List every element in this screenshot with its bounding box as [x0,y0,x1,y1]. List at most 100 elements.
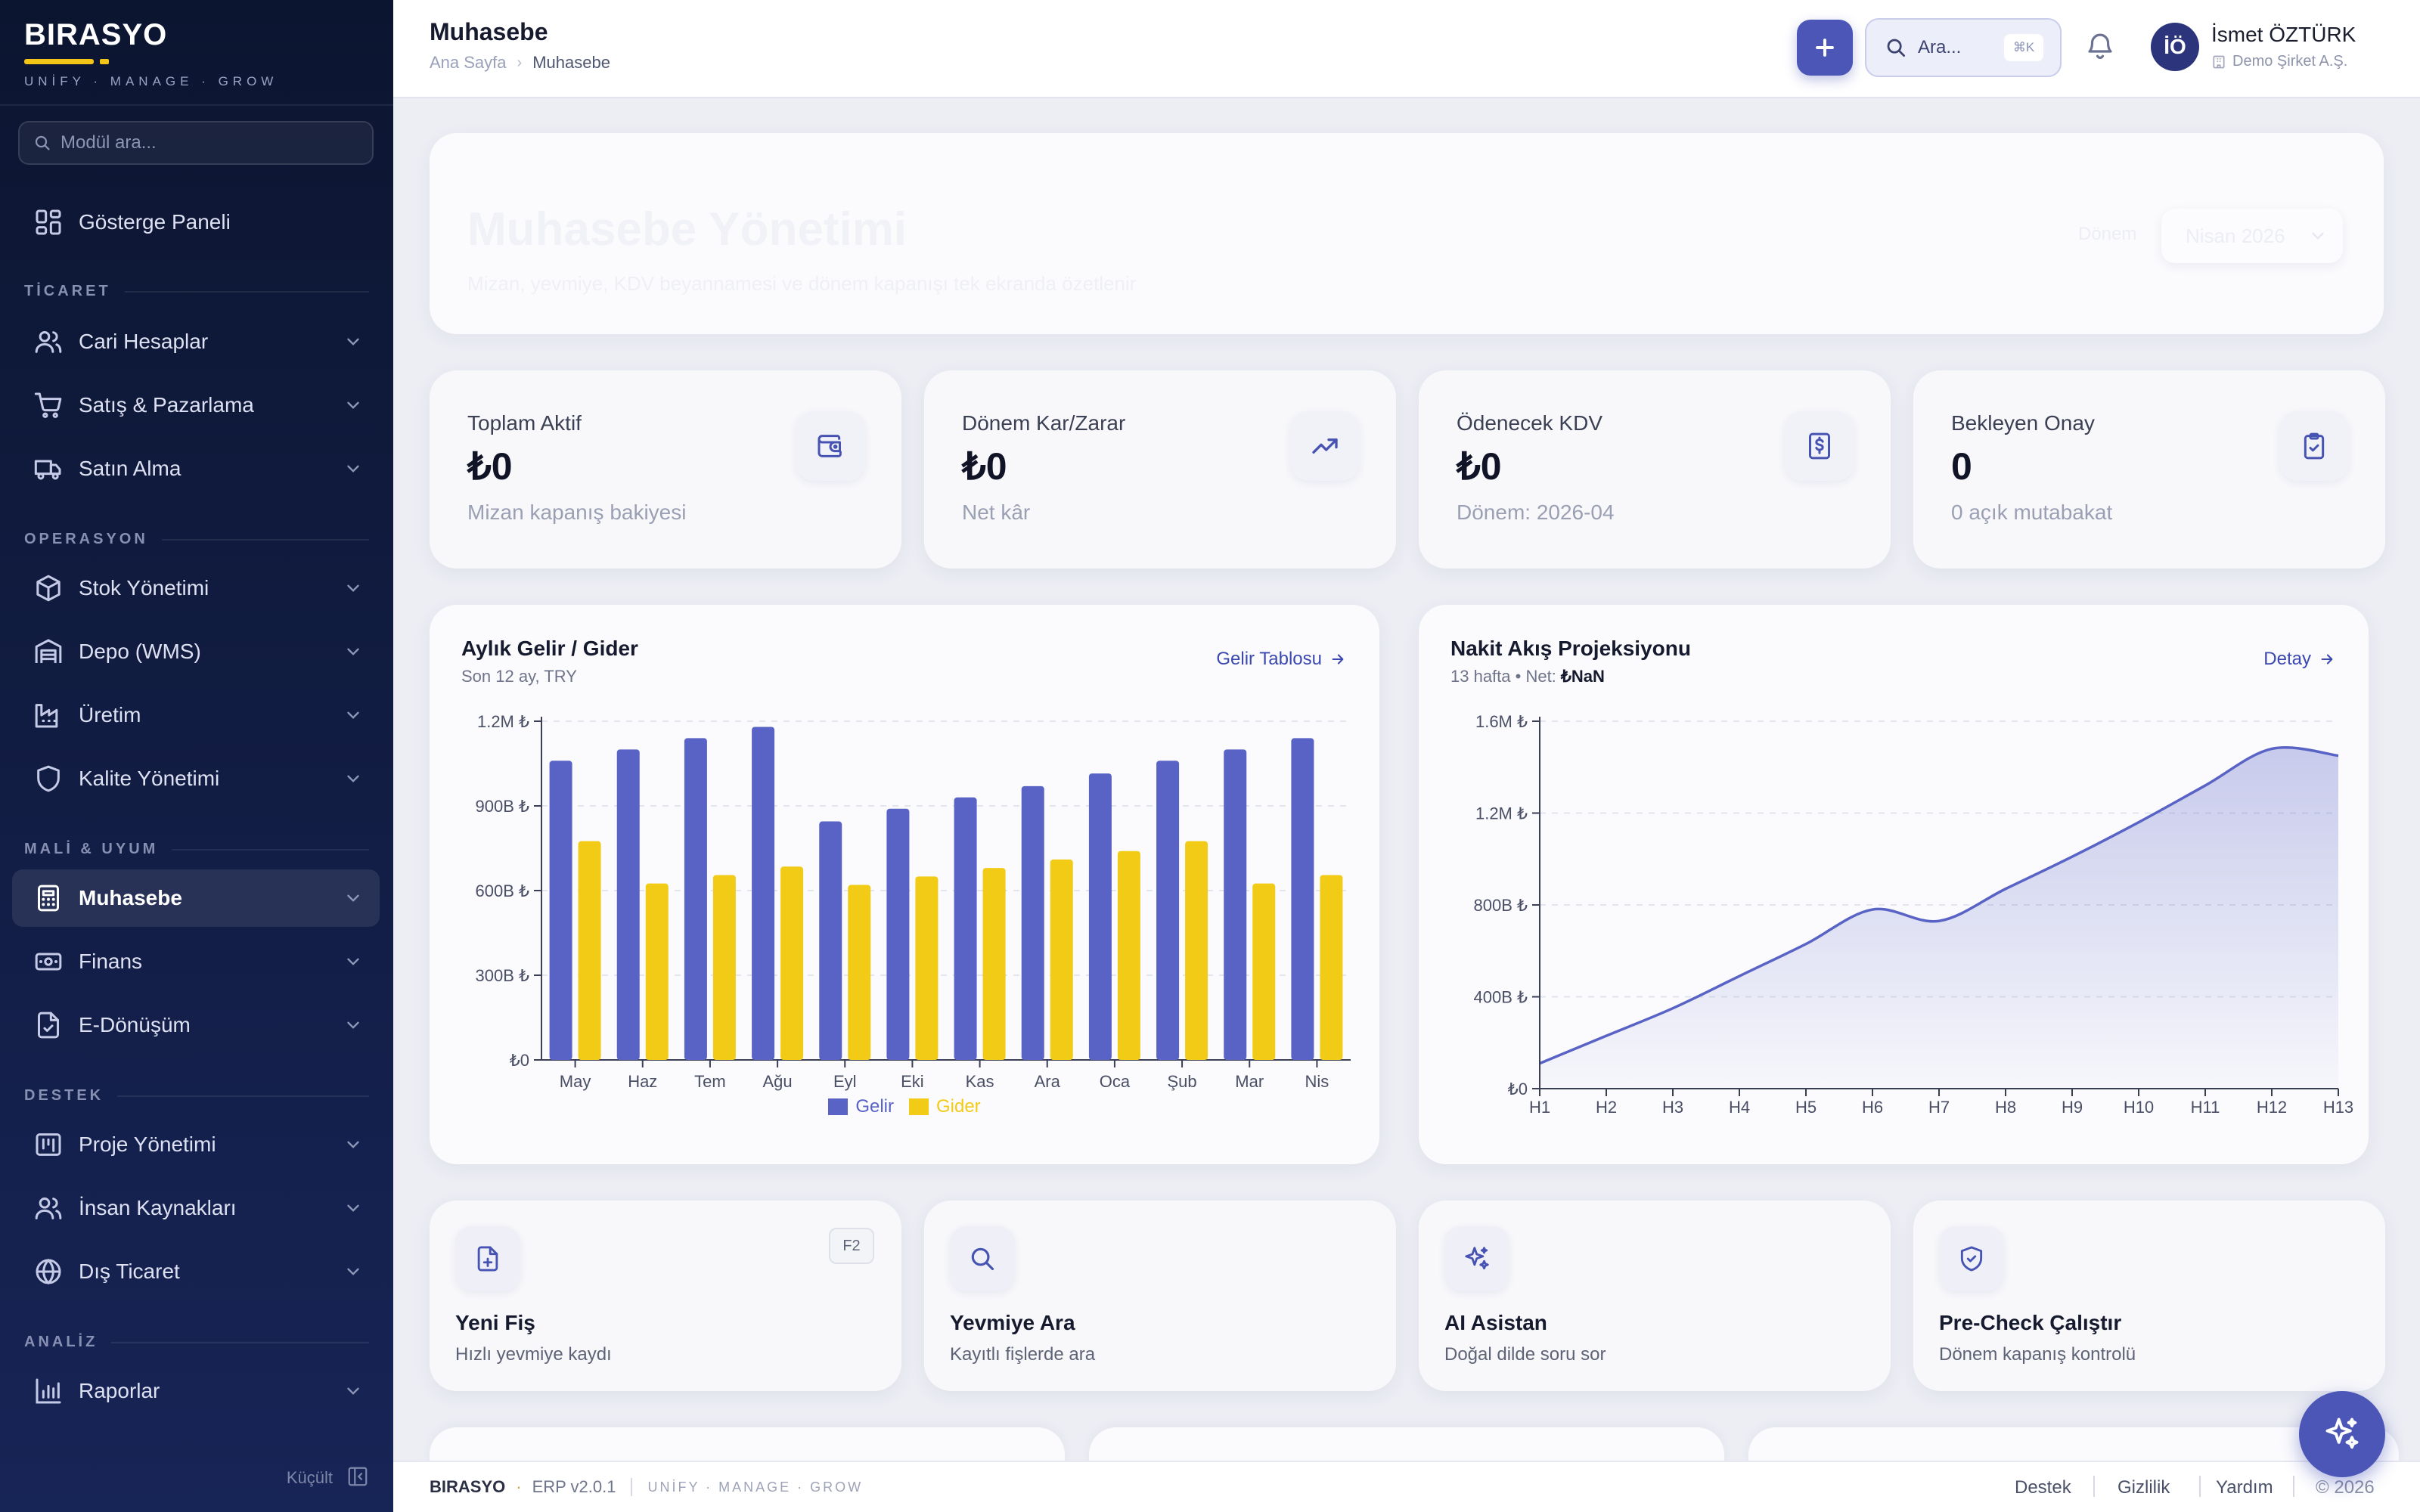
footer-brand: BIRASYO [430,1477,506,1496]
sidebar-divider [0,104,393,106]
chevron-down-icon [347,1268,359,1275]
sidebar-item-kalite-yonetimi[interactable]: Kalite Yönetimi [12,750,380,807]
ai-assistant-fab[interactable] [2299,1391,2385,1477]
x-tick-label: H5 [1795,1098,1817,1117]
module-hero-banner: Muhasebe Yönetimi Mizan, yevmiye, KDV be… [430,133,2384,334]
legend-item-gider[interactable]: Gider [908,1096,981,1117]
global-search-button[interactable]: Ara... ⌘K [1865,18,2062,77]
sidebar-item-finans[interactable]: Finans [12,933,380,990]
y-tick-label: 1.2M ₺ [477,712,529,731]
bar-gider [982,868,1006,1060]
income-statement-link[interactable]: Gelir Tablosu [1216,649,1346,670]
section-destek: DESTEK [24,1087,369,1105]
module-search-placeholder: Modül ara... [60,132,157,153]
chart-subtitle-text: 13 hafta • Net: [1450,667,1556,686]
legend-item-gelir[interactable]: Gelir [828,1096,894,1117]
shield-icon [37,765,60,792]
x-tick-label: H11 [2191,1098,2220,1117]
kpi-card-donem-kar-zarar[interactable]: Dönem Kar/Zarar ₺0 Net kâr [924,370,1396,569]
brand-logo[interactable]: BIRASYO UNİFY · MANAGE · GROW [24,18,273,88]
arrow-right-icon [2321,654,2333,665]
wallet-icon [818,435,842,457]
legend-swatch [828,1098,849,1115]
action-icon-badge [1939,1226,2004,1291]
y-tick-label: 300B ₺ [476,966,530,985]
bar-gider [1185,841,1208,1060]
legend-swatch [908,1098,929,1115]
chart-subtitle: 13 hafta • Net: ₺NaN [1450,667,1605,686]
chevron-down-icon [347,648,359,655]
sidebar-item-raporlar[interactable]: Raporlar [12,1362,380,1420]
user-avatar[interactable]: İÖ [2151,23,2199,71]
action-journal-search[interactable]: Yevmiye Ara Kayıtlı fişlerde ara [924,1201,1396,1391]
chevron-down-icon [347,401,359,409]
sidebar-item-uretim[interactable]: Üretim [12,686,380,744]
period-select[interactable]: Nisan 2026 [2161,209,2343,263]
cart-icon [34,392,62,419]
page-title: Muhasebe [430,18,548,45]
action-title: AI Asistan [1444,1311,1547,1334]
x-tick-label: Oca [1100,1072,1131,1091]
x-tick-label: Eki [901,1072,924,1091]
cashflow-detail-link[interactable]: Detay [2263,649,2335,670]
collapse-label[interactable]: Küçült [286,1468,333,1487]
breadcrumb-home[interactable]: Ana Sayfa [430,53,507,72]
kpi-icon-badge [1785,411,1854,481]
footer-tagline: UNİFY · MANAGE · GROW [647,1479,864,1495]
kpi-card-bekleyen-onay[interactable]: Bekleyen Onay 0 0 açık mutabakat [1913,370,2385,569]
sidebar-item-insan-kaynaklari[interactable]: İnsan Kaynakları [12,1179,380,1237]
action-new-voucher[interactable]: F2 Yeni Fiş Hızlı yevmiye kaydı [430,1201,901,1391]
sidebar-footer: Küçült [0,1436,393,1512]
x-tick-label: H12 [2257,1098,2287,1117]
notifications-bell-icon[interactable] [2084,30,2116,62]
action-pre-check[interactable]: Pre-Check Çalıştır Dönem kapanış kontrol… [1913,1201,2385,1391]
kpi-label: Dönem Kar/Zarar [962,411,1126,435]
period-select-value: Nisan 2026 [2186,224,2285,247]
x-tick-label: H8 [1995,1098,2016,1117]
sidebar-item-muhasebe[interactable]: Muhasebe [12,869,380,927]
chart-legend: Gelir Gider [430,1096,1379,1117]
x-tick-label: H9 [2062,1098,2083,1117]
income-expense-bar-chart: ₺0 300B ₺ 600B ₺ 900B ₺ 1.2M ₺ May Haz Tem Ağu Ey… [476,712,1351,1091]
search-icon [35,135,50,150]
kpi-icon-badge [2279,411,2349,481]
chevron-down-icon [347,1387,359,1395]
bar-gelir [752,727,775,1060]
bar-gider [645,883,669,1060]
kpi-card-odenecek-kdv[interactable]: Ödenecek KDV ₺0 Dönem: 2026-04 [1419,370,1891,569]
chevron-down-icon [347,1021,359,1029]
x-tick-label: H6 [1862,1098,1883,1117]
warehouse-icon [35,639,62,663]
user-name[interactable]: İsmet ÖZTÜRK [2211,23,2356,46]
users-icon [35,331,62,353]
bar-gelir [886,808,910,1060]
footer-link-yardim[interactable]: Yardım [2216,1477,2273,1498]
footer-link-gizlilik[interactable]: Gizlilik [2118,1477,2170,1498]
y-tick-label: ₺0 [1508,1080,1528,1098]
sidebar-item-satin-alma[interactable]: Satın Alma [12,440,380,497]
sparkles-icon [1465,1247,1489,1270]
sidebar-item-depo-wms[interactable]: Depo (WMS) [12,623,380,680]
sidebar-item-e-donusum[interactable]: E-Dönüşüm [12,996,380,1054]
sidebar-item-dis-ticaret[interactable]: Dış Ticaret [12,1243,380,1300]
quick-add-button[interactable] [1797,20,1853,76]
bar-gelir [1156,761,1180,1060]
y-tick-label: 400B ₺ [1474,988,1528,1007]
footer-divider [2293,1476,2294,1497]
link-label: Gelir Tablosu [1216,649,1322,669]
clipboard-check-icon [2304,432,2325,460]
hero-title: Muhasebe Yönetimi [467,203,908,256]
module-search-input[interactable]: Modül ara... [18,121,374,165]
footer-link-destek[interactable]: Destek [2015,1477,2071,1498]
bar-gider [780,866,804,1060]
footer-dot-separator: · [516,1477,522,1496]
sidebar-item-stok-yonetimi[interactable]: Stok Yönetimi [12,559,380,617]
sidebar-item-dashboard[interactable]: Gösterge Paneli [12,194,380,251]
action-ai-assistant[interactable]: AI Asistan Doğal dilde soru sor [1419,1201,1891,1391]
bar-gider [848,885,871,1060]
kpi-card-toplam-aktif[interactable]: Toplam Aktif ₺0 Mizan kapanış bakiyesi [430,370,901,569]
sidebar-item-satis-pazarlama[interactable]: Satış & Pazarlama [12,376,380,434]
sidebar-item-proje-yonetimi[interactable]: Proje Yönetimi [12,1116,380,1173]
sidebar-collapse-icon[interactable] [346,1465,369,1488]
sidebar-item-cari-hesaplar[interactable]: Cari Hesaplar [12,313,380,370]
